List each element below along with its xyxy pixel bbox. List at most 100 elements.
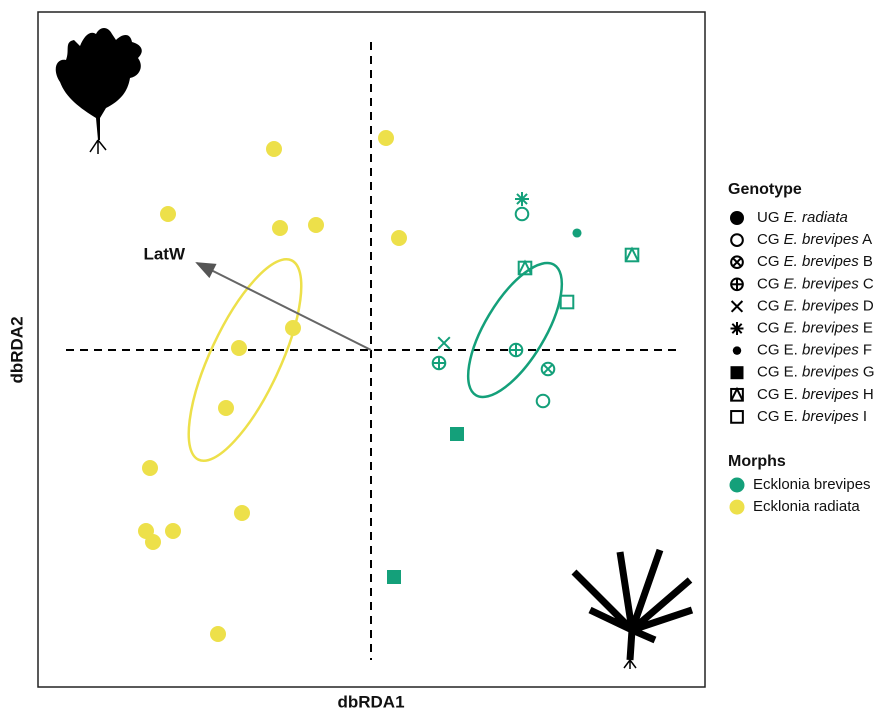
symbol-part: [561, 296, 574, 309]
point: [266, 141, 282, 157]
point: [218, 400, 234, 416]
legend-label-italic: brevipes: [802, 408, 859, 425]
legend-label-prefix: CG: [757, 231, 780, 248]
legend-symbol: [731, 389, 743, 401]
legend-label-italic: E. brevipes: [784, 253, 860, 270]
legend-label: CG E. brevipes H: [757, 386, 874, 403]
leaf-icon-top: [56, 28, 142, 154]
legend-symbol: [732, 301, 743, 312]
symbol-part: [387, 570, 401, 584]
legend-symbol: [731, 322, 744, 335]
confidence-ellipse: [167, 246, 323, 475]
legend-label-italic: brevipes: [802, 364, 859, 381]
point: [516, 208, 529, 221]
symbol-part: [378, 130, 394, 146]
point: [378, 130, 394, 146]
point: [438, 337, 450, 349]
legend-label-suffix: D: [863, 297, 874, 314]
symbol-part: [160, 206, 176, 222]
point: [450, 427, 464, 441]
symbol-part: [731, 389, 743, 401]
legend-label: Ecklonia radiata: [753, 498, 860, 515]
legend-label-italic: E. brevipes: [784, 275, 860, 292]
legend-symbol: [731, 278, 743, 290]
symbol-part: [731, 411, 743, 423]
legend-label: CG E. brevipes I: [757, 408, 867, 425]
point: [165, 523, 181, 539]
point: [537, 395, 550, 408]
chart: dbRDA1 dbRDA2 Genotype Morphs LatWUG E. …: [0, 0, 893, 713]
legend-label-prefix: CG: [757, 253, 780, 270]
point: [561, 296, 574, 309]
legend-label: CG E. brevipes G: [757, 364, 875, 381]
legend-label-suffix: F: [863, 342, 872, 359]
arrow-label: LatW: [143, 244, 186, 263]
legend-label-prefix: UG: [757, 209, 780, 226]
symbol-part: [450, 427, 464, 441]
symbol-part: [308, 217, 324, 233]
point: [542, 363, 555, 376]
symbol-part: [231, 340, 247, 356]
point: [308, 217, 324, 233]
legend-label-italic: E. brevipes: [784, 319, 860, 336]
legend-label-italic: E. brevipes: [784, 231, 860, 248]
legend-label-prefix: CG: [757, 275, 780, 292]
point: [387, 570, 401, 584]
confidence-ellipse: [450, 249, 580, 410]
point: [626, 249, 639, 262]
legend-symbol: [731, 411, 743, 423]
page: {"chart_data": {"type": "scatter", "x_la…: [0, 0, 893, 713]
legend-symbol: [730, 211, 744, 225]
symbol-part: [145, 534, 161, 550]
point: [160, 206, 176, 222]
legend-label: CG E. brevipes A: [757, 231, 872, 248]
legend-label-prefix: CG E.: [757, 342, 798, 359]
point: [572, 228, 581, 237]
legend-label: Ecklonia brevipes: [753, 476, 871, 493]
symbol-part: [234, 505, 250, 521]
point: [231, 340, 247, 356]
legend-label-prefix: CG: [757, 297, 780, 314]
symbol-part: [272, 220, 288, 236]
point: [391, 230, 407, 246]
legend-symbol: [731, 234, 743, 246]
symbol-part: [285, 320, 301, 336]
symbol-part: [731, 234, 743, 246]
point: [510, 344, 523, 357]
legend-label: CG E. brevipes B: [757, 253, 873, 270]
point: [285, 320, 301, 336]
legend-symbol: [730, 478, 745, 493]
legend-label: CG E. brevipes F: [757, 342, 872, 359]
symbol-part: [218, 400, 234, 416]
point: [433, 357, 446, 370]
legend-label-prefix: CG: [757, 319, 780, 336]
symbol-part: [142, 460, 158, 476]
x-axis-label: dbRDA1: [337, 692, 404, 711]
legend-label: CG E. brevipes D: [757, 297, 874, 314]
legend-symbol: [731, 366, 744, 379]
legend-label: CG E. brevipes E: [757, 319, 873, 336]
legend-label-italic: brevipes: [802, 386, 859, 403]
legend-title: Genotype: [728, 181, 802, 198]
symbol-part: [537, 395, 550, 408]
legend-label-italic: E. radiata: [784, 209, 848, 226]
legend-label-italic: brevipes: [802, 342, 859, 359]
symbol-part: [210, 626, 226, 642]
symbol-part: [626, 249, 639, 262]
legend-label-suffix: C: [863, 275, 874, 292]
point: [142, 460, 158, 476]
legend-label: CG E. brevipes C: [757, 275, 874, 292]
y-axis-label: dbRDA2: [7, 316, 26, 383]
legend-label-prefix: CG E.: [757, 408, 798, 425]
loading-arrow: [197, 263, 371, 350]
symbol-part: [572, 228, 581, 237]
legend-symbol: [733, 346, 741, 354]
point: [234, 505, 250, 521]
symbol-part: [266, 141, 282, 157]
point: [210, 626, 226, 642]
symbol-part: [165, 523, 181, 539]
point: [145, 534, 161, 550]
leaf-icon-bottom: [574, 550, 692, 669]
symbol-part: [733, 346, 741, 354]
legend-label-suffix: A: [862, 231, 872, 248]
